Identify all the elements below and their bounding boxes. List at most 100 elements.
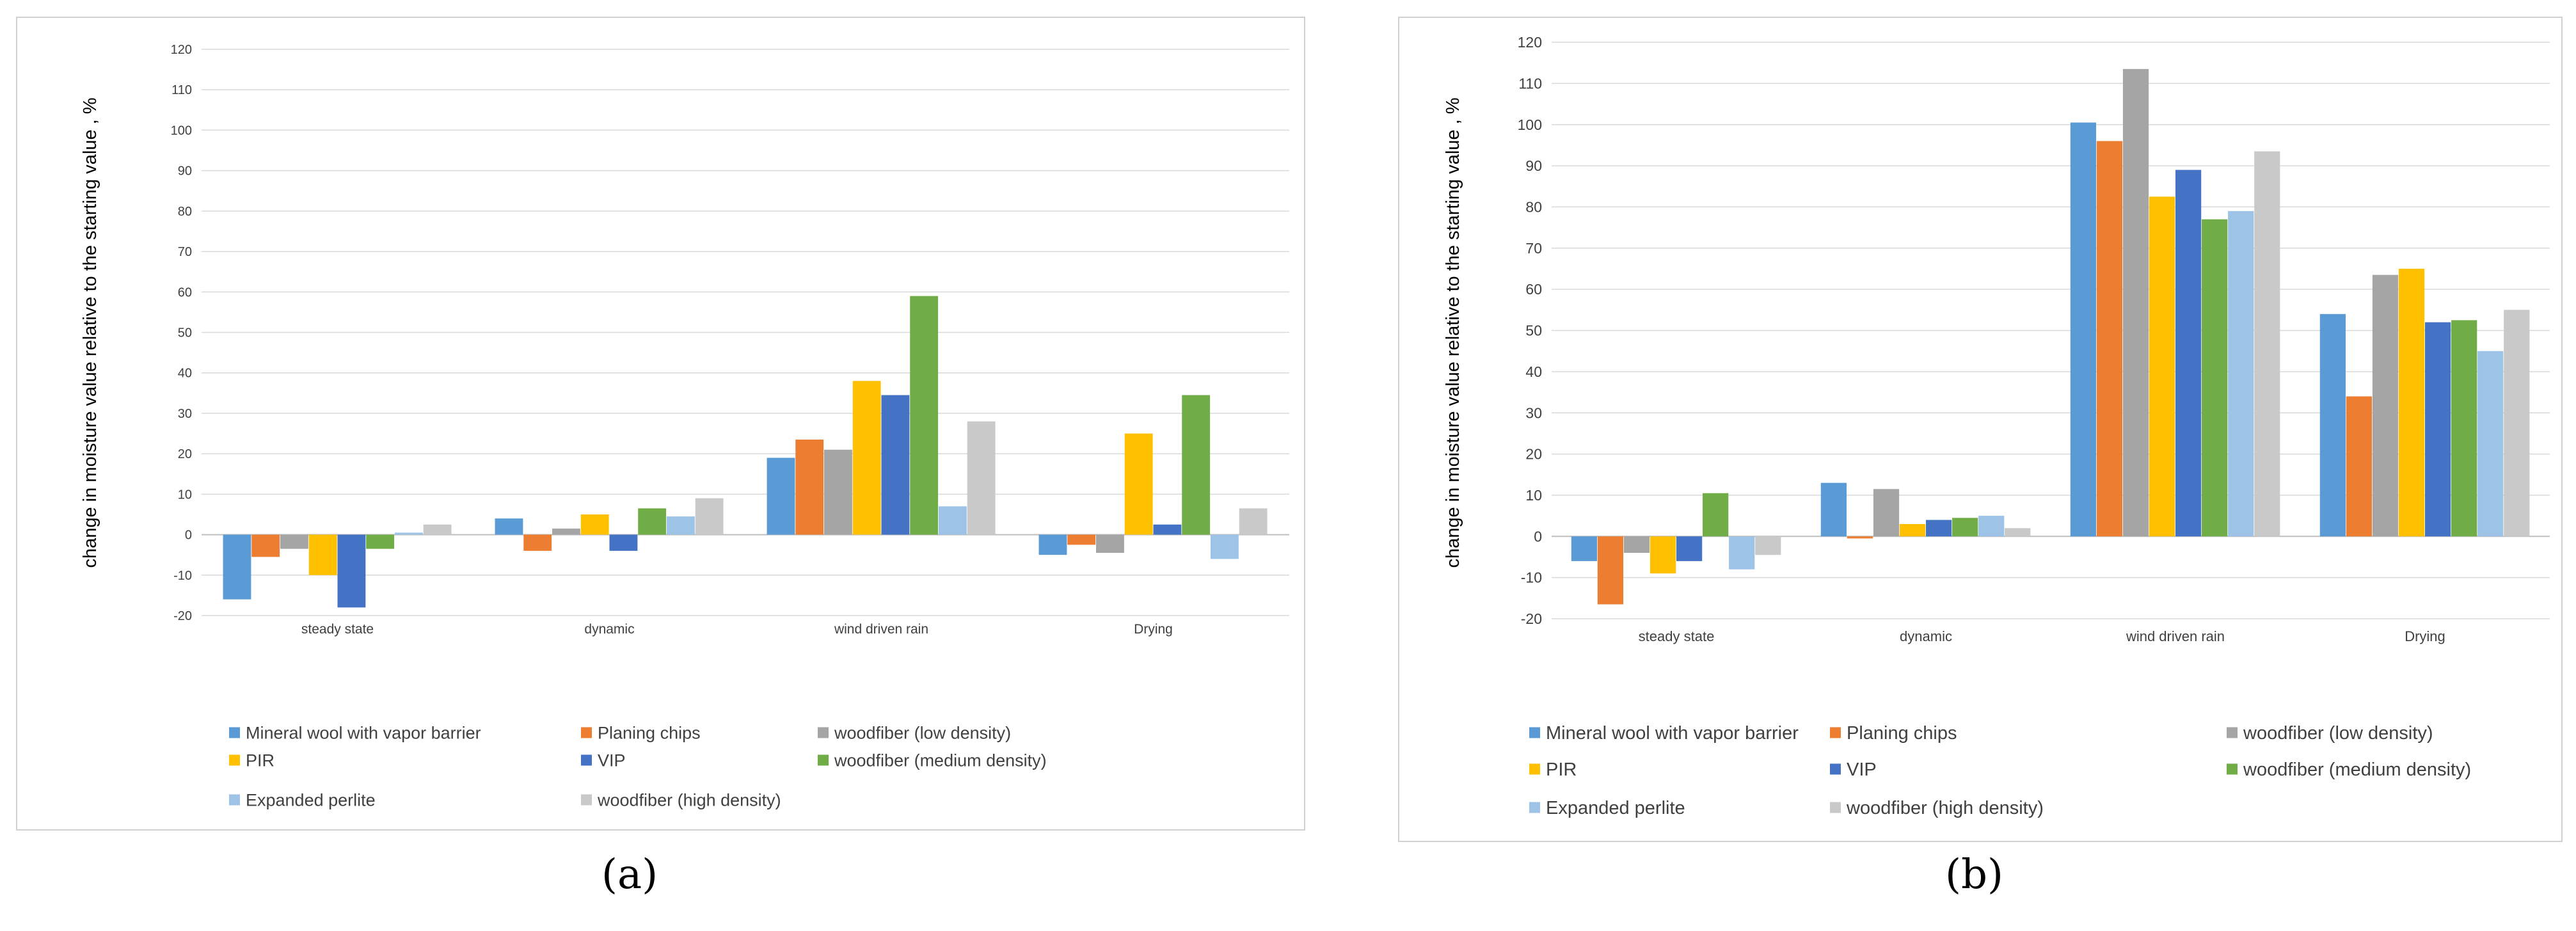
y-tick-label: -20 [1521, 610, 1542, 627]
bar [495, 518, 523, 535]
bar [251, 534, 280, 557]
bar [1571, 536, 1598, 561]
bar [1623, 536, 1650, 553]
y-tick-label: 40 [178, 367, 192, 381]
y-tick-label: 90 [1525, 157, 1542, 174]
bar [638, 508, 667, 535]
y-tick-label: -10 [1521, 569, 1542, 586]
y-tick-label: 110 [171, 83, 192, 97]
y-tick-label: 80 [1525, 198, 1542, 215]
legend-swatch [581, 794, 592, 806]
y-tick-label: 30 [1525, 404, 1542, 421]
bar [967, 421, 996, 535]
bar [1239, 508, 1268, 535]
legend-swatch [2227, 763, 2238, 775]
category-label: steady state [1639, 628, 1715, 644]
legend-label: Planing chips [598, 723, 701, 742]
legend-label: VIP [1847, 760, 1877, 780]
bar [2070, 122, 2097, 537]
bar [2477, 351, 2504, 537]
bar [2202, 219, 2228, 537]
bar [2451, 320, 2477, 537]
bar [1650, 536, 1676, 574]
bar [609, 534, 638, 551]
bar [666, 516, 695, 535]
legend-swatch [1529, 802, 1540, 813]
bar [2346, 396, 2373, 537]
bar [910, 296, 939, 535]
legend-label: woodfiber (medium density) [2243, 760, 2471, 780]
bar [337, 534, 366, 608]
y-tick-label: 10 [178, 488, 192, 502]
y-tick-label: 120 [171, 43, 192, 57]
y-tick-label: 90 [178, 164, 192, 179]
bar [1926, 520, 1952, 537]
bar [1597, 536, 1624, 605]
y-tick-label: 10 [1525, 487, 1542, 504]
legend-swatch [818, 727, 829, 738]
bar [1067, 534, 1096, 545]
y-tick-label: 40 [1525, 363, 1542, 380]
legend-swatch [229, 794, 240, 806]
y-tick-label: 20 [1525, 446, 1542, 463]
y-tick-label: 60 [178, 285, 192, 299]
bar [1755, 536, 1781, 555]
panel-label-a: (a) [601, 851, 658, 898]
category-label: steady state [301, 622, 374, 637]
legend-swatch [229, 727, 240, 738]
y-axis-label: change in moisture value relative to the… [1443, 97, 1463, 568]
y-tick-label: 80 [178, 205, 192, 219]
legend-swatch [1529, 727, 1540, 738]
bar [2122, 68, 2149, 537]
legend-swatch [1529, 763, 1540, 775]
category-label: dynamic [584, 622, 634, 637]
y-tick-label: 20 [178, 447, 192, 461]
bar [852, 381, 881, 535]
legend-swatch [581, 727, 592, 738]
bar [1820, 482, 1847, 537]
legend-label: Planing chips [1847, 723, 1957, 744]
legend-label: Mineral wool with vapor barrier [1546, 723, 1799, 744]
bar [881, 395, 910, 535]
bar [1038, 534, 1067, 555]
legend-label: woodfiber (low density) [834, 723, 1011, 742]
bar [695, 498, 724, 535]
legend-label: woodfiber (high density) [1846, 798, 2044, 818]
bar [1729, 536, 1755, 569]
y-tick-label: 30 [178, 407, 192, 421]
bar [2096, 141, 2123, 537]
bar [1873, 489, 1900, 537]
bar [2005, 528, 2031, 537]
category-label: Drying [2405, 628, 2445, 644]
bar [366, 534, 395, 549]
bar [824, 449, 852, 535]
legend-swatch [581, 754, 592, 766]
bar [1676, 536, 1703, 561]
category-label: wind driven rain [2126, 628, 2225, 644]
bar [1952, 518, 1978, 537]
legend-label: woodfiber (high density) [597, 790, 781, 809]
bar [1847, 536, 1873, 539]
legend-label: woodfiber (low density) [2243, 723, 2433, 744]
bar [1899, 523, 1926, 537]
bar [2149, 196, 2175, 537]
legend-label: Expanded perlite [1546, 798, 1685, 818]
y-tick-label: 0 [185, 529, 192, 543]
legend-swatch [818, 754, 829, 766]
panel-label-b: (b) [1945, 851, 2003, 898]
chart-panel-a [16, 17, 1305, 831]
bar [2254, 151, 2280, 537]
bar [1153, 524, 1182, 535]
legend-label: PIR [1546, 760, 1577, 780]
legend-label: Mineral wool with vapor barrier [246, 723, 481, 742]
bar [2398, 268, 2425, 537]
bar [394, 532, 423, 535]
y-tick-label: -20 [173, 609, 192, 623]
y-tick-label: 50 [1525, 322, 1542, 339]
bar [223, 534, 251, 600]
bar [2175, 170, 2202, 537]
bar [938, 506, 967, 535]
bar [280, 534, 308, 549]
legend-label: woodfiber (medium density) [834, 751, 1047, 770]
